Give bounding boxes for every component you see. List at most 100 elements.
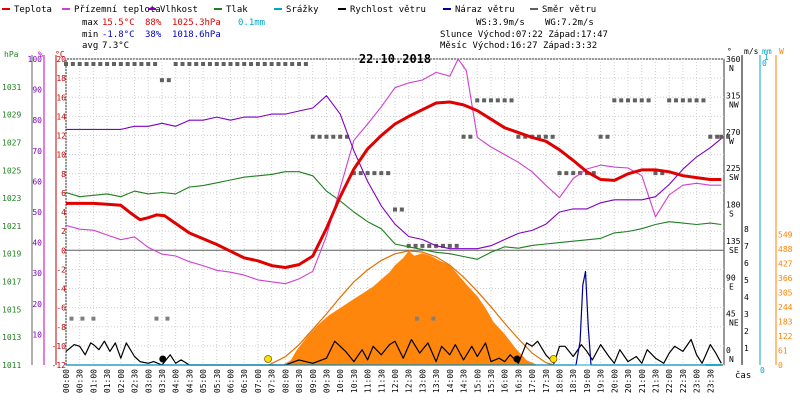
moon-marker [514, 356, 521, 363]
chart-date-title: 22.10.2018 [359, 52, 431, 66]
wind-calm-point [154, 317, 158, 321]
info-wind-speed: WS:3.9m/s [476, 18, 525, 28]
time-tick-label: 02:30 [131, 369, 140, 393]
time-tick-label: 06:30 [240, 369, 249, 393]
stats-min-humidity: 38% [145, 30, 162, 40]
wind-direction-point [98, 62, 102, 66]
wind-direction-point [119, 62, 123, 66]
info-sun-times: Slunce Východ:07:22 Západ:17:47 [440, 30, 608, 40]
legend-label: Tlak [226, 5, 248, 15]
temperature-tick-label: 18 [56, 74, 66, 83]
wind-direction-point [605, 135, 609, 139]
wind-direction-point [366, 171, 370, 175]
temperature-tick-label: 14 [56, 112, 66, 121]
wind-direction-point [133, 62, 137, 66]
wind-direction-point [482, 98, 486, 102]
time-tick-label: 22:00 [665, 369, 674, 393]
wind-direction-point [181, 62, 185, 66]
wind-dir-tick-label: S [729, 210, 734, 219]
radiation-tick-label: 183 [778, 318, 793, 327]
time-tick-label: 20:30 [624, 369, 633, 393]
time-tick-label: 00:30 [76, 369, 85, 393]
pressure-tick-label: 1021 [2, 222, 21, 231]
humidity-tick-label: 80 [32, 116, 42, 125]
wind-direction-point [564, 171, 568, 175]
time-tick-label: 06:00 [227, 369, 236, 393]
wind-direction-point [427, 244, 431, 248]
time-tick-label: 18:00 [556, 369, 565, 393]
wind-direction-point [229, 62, 233, 66]
time-tick-label: 04:30 [185, 369, 194, 393]
wind-direction-point [653, 171, 657, 175]
stats-avg-label: avg [82, 41, 98, 51]
time-tick-label: 10:30 [350, 369, 359, 393]
wind-direction-point [619, 98, 623, 102]
radiation-tick-label: 61 [778, 347, 788, 356]
wind-direction-point [359, 171, 363, 175]
pressure-tick-label: 1019 [2, 250, 21, 259]
pressure-tick-label: 1017 [2, 278, 21, 287]
wind-speed-tick-label: 5 [744, 276, 749, 285]
wind-direction-point [681, 98, 685, 102]
time-tick-label: 02:00 [117, 369, 126, 393]
time-tick-label: 13:30 [432, 369, 441, 393]
time-tick-label: 20:00 [610, 369, 619, 393]
stats-max-pressure: 1025.3hPa [172, 18, 221, 28]
wind-direction-point [331, 135, 335, 139]
wind-direction-point [215, 62, 219, 66]
legend-label: Směr větru [542, 5, 596, 15]
wind-direction-point [263, 62, 267, 66]
stats-min-temp: -1.8°C [102, 30, 135, 40]
wind-direction-point [174, 62, 178, 66]
time-tick-label: 07:30 [268, 369, 277, 393]
time-tick-label: 03:30 [158, 369, 167, 393]
time-tick-label: 09:00 [309, 369, 318, 393]
wind-direction-point [647, 98, 651, 102]
time-tick-label: 21:30 [651, 369, 660, 393]
temperature-tick-label: 6 [61, 189, 66, 198]
time-tick-label: 04:00 [172, 369, 181, 393]
time-tick-label: 18:30 [569, 369, 578, 393]
wind-direction-point [372, 171, 376, 175]
stats-avg-temp: 7.3°C [102, 41, 129, 51]
temperature-tick-label: -12 [52, 361, 67, 370]
wind-dir-tick-label: SE [729, 246, 739, 255]
wind-speed-tick-label: 8 [744, 225, 749, 234]
unit-label-pct: % [38, 50, 43, 59]
rain-axis-zero: 0 [760, 366, 765, 375]
temperature-tick-label: -6 [56, 304, 66, 313]
time-tick-label: 11:00 [364, 369, 373, 393]
legend-label: Teplota [14, 5, 52, 15]
wind-direction-point [235, 62, 239, 66]
pressure-tick-label: 1025 [2, 166, 21, 175]
temperature-tick-label: 12 [56, 132, 66, 141]
wind-direction-point [393, 208, 397, 212]
wind-dir-tick-value: 90 [726, 273, 736, 282]
wind-direction-point [311, 135, 315, 139]
wind-dir-tick-label: N [729, 64, 734, 73]
wind-calm-point [91, 317, 95, 321]
wind-direction-point [276, 62, 280, 66]
wind-dir-tick-label: W [729, 137, 734, 146]
wind-direction-point [249, 62, 253, 66]
time-tick-label: 19:00 [583, 369, 592, 393]
pressure-tick-label: 1023 [2, 194, 21, 203]
wind-direction-point [633, 98, 637, 102]
wind-direction-point [112, 62, 116, 66]
time-tick-label: 23:30 [706, 369, 715, 393]
time-tick-label: 15:00 [473, 369, 482, 393]
stats-max-humidity: 88% [145, 18, 162, 28]
wind-direction-point [420, 244, 424, 248]
legend-label: Přízemní teplota [74, 5, 161, 15]
wind-direction-point [160, 78, 164, 82]
wind-direction-point [297, 62, 301, 66]
wind-direction-point [91, 62, 95, 66]
humidity-tick-label: 30 [32, 269, 42, 278]
time-tick-label: 22:30 [679, 369, 688, 393]
wind-speed-tick-label: 7 [744, 242, 749, 251]
info-moon-times: Měsíc Východ:16:27 Západ:3:32 [440, 41, 597, 51]
time-tick-label: 00:00 [62, 369, 71, 393]
moon-marker [159, 356, 166, 363]
wind-direction-point [674, 98, 678, 102]
wind-dir-tick-value: 270 [726, 128, 741, 137]
